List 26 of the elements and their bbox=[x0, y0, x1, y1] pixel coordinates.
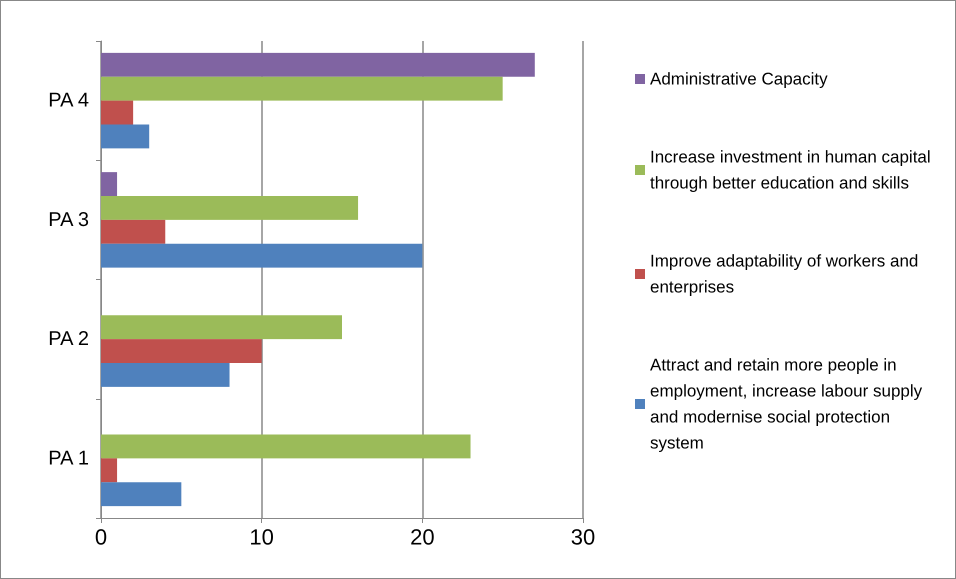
legend-label: Increase investment in human capital through better education and skills bbox=[650, 148, 936, 192]
bar bbox=[101, 124, 150, 148]
legend-label: Improve adaptability of workers and enterprises bbox=[650, 252, 924, 296]
bar bbox=[101, 244, 422, 268]
legend-label: Administrative Capacity bbox=[650, 70, 828, 88]
x-tick-label: 10 bbox=[249, 524, 274, 550]
bar bbox=[101, 196, 358, 220]
bar bbox=[101, 52, 535, 77]
y-tick-label: PA 3 bbox=[48, 208, 89, 231]
bar bbox=[101, 315, 342, 340]
y-tick-label: PA 1 bbox=[48, 447, 89, 470]
bar bbox=[101, 362, 230, 387]
bar bbox=[101, 220, 166, 244]
bar bbox=[101, 482, 182, 506]
x-tick-label: 20 bbox=[410, 524, 435, 550]
x-tick-label: 0 bbox=[94, 524, 108, 550]
bar bbox=[101, 76, 503, 101]
bar bbox=[101, 100, 134, 124]
x-tick-label: 30 bbox=[570, 524, 596, 550]
y-tick-label: PA 4 bbox=[48, 90, 89, 112]
bar bbox=[101, 339, 262, 363]
bar bbox=[101, 172, 118, 196]
bar bbox=[101, 458, 118, 482]
bar bbox=[101, 434, 471, 458]
legend-label: Attract and retain more people in employment, increase labour supply and modernise social protection system bbox=[650, 356, 927, 452]
y-tick-label: PA 2 bbox=[48, 328, 89, 350]
